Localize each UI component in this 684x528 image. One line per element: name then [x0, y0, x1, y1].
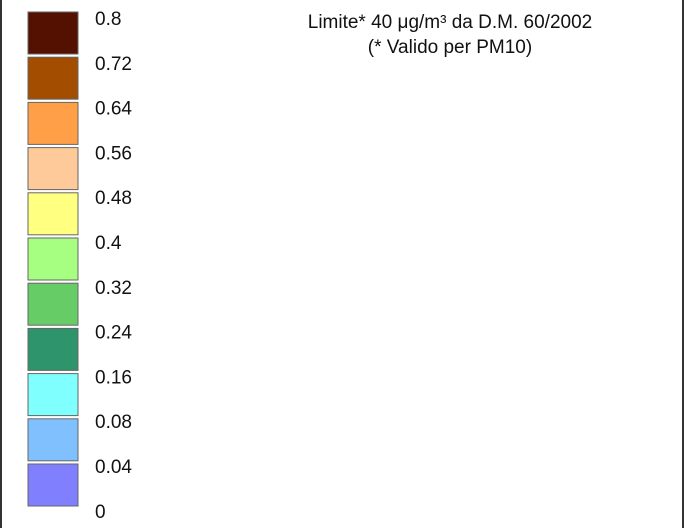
- legend-swatch: [27, 282, 79, 326]
- legend-tick-label: 0.16: [95, 367, 132, 388]
- legend-tick-label: 0: [95, 502, 106, 523]
- legend-tick-label: 0.64: [95, 99, 132, 120]
- legend-swatch: [27, 192, 79, 236]
- legend-tick-label: 0.72: [95, 54, 132, 75]
- annotation-line-1: Limite* 40 μg/m³ da D.M. 60/2002: [307, 12, 593, 33]
- legend-tick-label: 0.48: [95, 188, 132, 209]
- legend-tick-label: 0.56: [95, 143, 132, 164]
- legend-swatch: [27, 327, 79, 371]
- legend-swatch: [27, 373, 79, 417]
- legend-swatch: [27, 237, 79, 281]
- legend-tick-label: 0.24: [95, 323, 132, 344]
- limit-annotation: Limite* 40 μg/m³ da D.M. 60/2002 (* Vali…: [240, 10, 660, 60]
- legend-swatch: [27, 418, 79, 462]
- legend-tick-label: 0.8: [95, 9, 121, 30]
- legend-tick-label: 0.04: [95, 457, 132, 478]
- legend-tick-label: 0.32: [95, 278, 132, 299]
- legend-swatch: [27, 101, 79, 145]
- legend-swatch: [27, 463, 79, 507]
- legend-tick-label: 0.08: [95, 412, 132, 433]
- legend-swatch: [27, 56, 79, 100]
- annotation-line-2: (* Valido per PM10): [367, 37, 533, 58]
- legend-swatch: [27, 147, 79, 191]
- legend-tick-label: 0.4: [95, 233, 122, 254]
- legend-swatch: [27, 11, 79, 55]
